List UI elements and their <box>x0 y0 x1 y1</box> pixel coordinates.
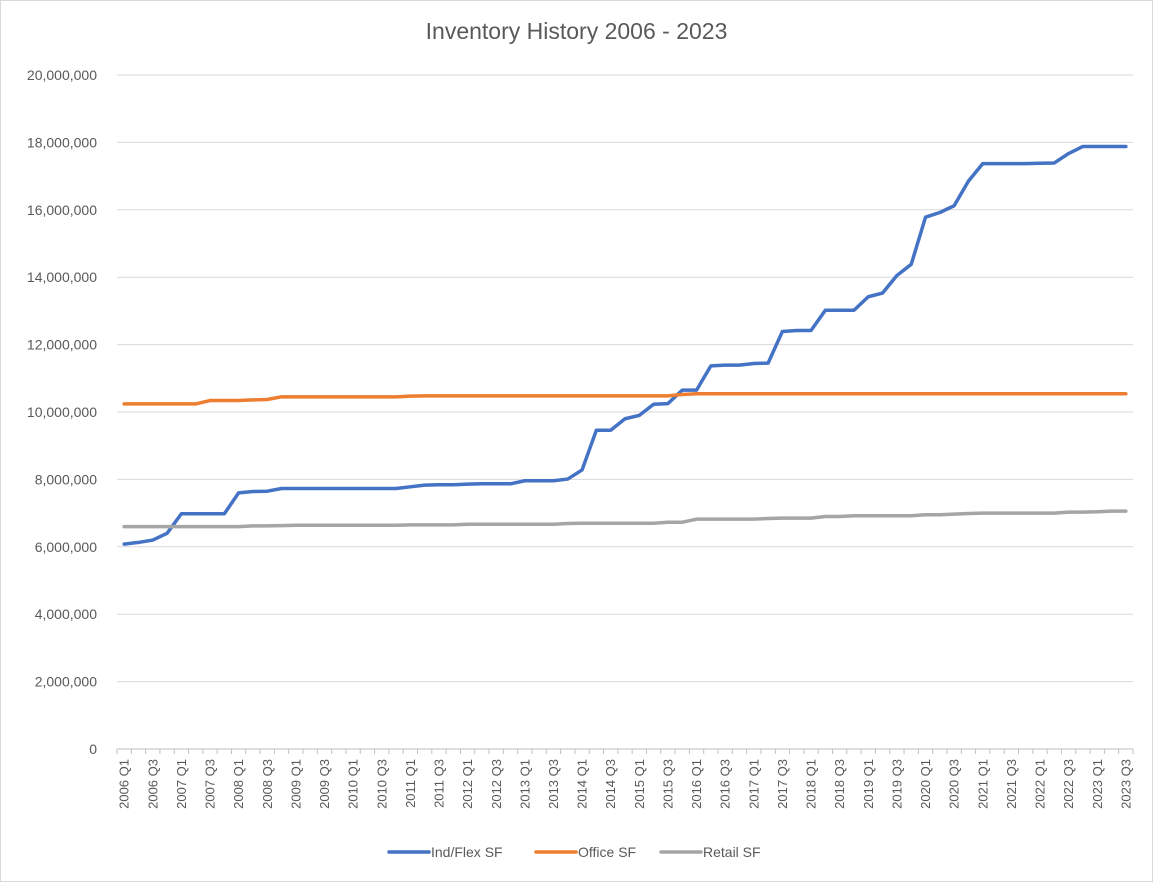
x-tick-label: 2015 Q3 <box>660 759 675 809</box>
y-tick-label: 18,000,000 <box>27 134 97 150</box>
x-tick-label: 2018 Q3 <box>832 759 847 809</box>
x-tick-label: 2008 Q1 <box>231 759 246 809</box>
series-line-office-sf <box>122 392 1128 406</box>
x-tick-label: 2023 Q1 <box>1090 759 1105 809</box>
x-tick-label: 2016 Q3 <box>718 759 733 809</box>
x-tick-label: 2019 Q3 <box>889 759 904 809</box>
y-tick-label: 16,000,000 <box>27 202 97 218</box>
x-tick-label: 2019 Q1 <box>861 759 876 809</box>
x-tick-label: 2014 Q1 <box>575 759 590 809</box>
x-tick-label: 2010 Q1 <box>346 759 361 809</box>
x-tick-label: 2007 Q1 <box>174 759 189 809</box>
legend: Ind/Flex SF Office SF Retail SF <box>387 844 761 860</box>
y-tick-label: 14,000,000 <box>27 269 97 285</box>
y-tick-label: 20,000,000 <box>27 67 97 83</box>
x-tick-label: 2021 Q3 <box>1004 759 1019 809</box>
x-tick-label: 2010 Q3 <box>374 759 389 809</box>
y-tick-label: 4,000,000 <box>35 606 97 622</box>
y-tick-label: 6,000,000 <box>35 539 97 555</box>
x-tick-label: 2011 Q1 <box>403 759 418 808</box>
x-tick-label: 2011 Q3 <box>432 759 447 808</box>
y-tick-label: 10,000,000 <box>27 404 97 420</box>
x-tick-label: 2012 Q1 <box>460 759 475 809</box>
y-tick-label: 2,000,000 <box>35 674 97 690</box>
x-tick-label: 2007 Q3 <box>203 759 218 809</box>
x-tick-label: 2009 Q3 <box>317 759 332 809</box>
x-tick-label: 2013 Q3 <box>546 759 561 809</box>
x-tick-label: 2020 Q1 <box>918 759 933 809</box>
legend-label-office-sf: Office SF <box>578 844 636 860</box>
series-lines <box>122 144 1128 546</box>
y-tick-label: 12,000,000 <box>27 337 97 353</box>
y-tick-label: 0 <box>89 741 97 757</box>
x-tick-label: 2016 Q1 <box>689 759 704 809</box>
y-axis-ticks: 0 2,000,000 4,000,000 6,000,000 8,000,000 10,… <box>27 67 97 757</box>
y-tick-label: 8,000,000 <box>35 471 97 487</box>
x-tick-label: 2018 Q1 <box>804 759 819 809</box>
series-line-retail-sf <box>122 509 1128 529</box>
series-line-ind-flex-sf <box>122 144 1128 546</box>
x-tick-label: 2017 Q3 <box>775 759 790 809</box>
x-tick-label: 2017 Q1 <box>746 759 761 809</box>
legend-label-ind-flex-sf: Ind/Flex SF <box>431 844 503 860</box>
x-tick-label: 2015 Q1 <box>632 759 647 809</box>
x-tick-label: 2021 Q1 <box>975 759 990 809</box>
x-tick-label: 2014 Q3 <box>603 759 618 809</box>
x-tick-label: 2022 Q1 <box>1033 759 1048 809</box>
legend-label-retail-sf: Retail SF <box>703 844 761 860</box>
x-tick-label: 2013 Q1 <box>517 759 532 809</box>
x-tick-label: 2006 Q3 <box>145 759 160 809</box>
x-axis-ticks: 2006 Q1 2006 Q3 2007 Q1 2007 Q3 2008 Q1 2008 … <box>116 749 1134 809</box>
x-tick-label: 2022 Q3 <box>1061 759 1076 809</box>
x-tick-label: 2008 Q3 <box>260 759 275 809</box>
chart-title: Inventory History 2006 - 2023 <box>425 18 728 44</box>
grid-lines <box>117 74 1133 750</box>
x-tick-label: 2009 Q1 <box>288 759 303 809</box>
x-tick-label: 2006 Q1 <box>117 759 132 809</box>
x-tick-label: 2012 Q3 <box>489 759 504 809</box>
x-tick-label: 2020 Q3 <box>947 759 962 809</box>
x-tick-label: 2023 Q3 <box>1118 759 1133 809</box>
